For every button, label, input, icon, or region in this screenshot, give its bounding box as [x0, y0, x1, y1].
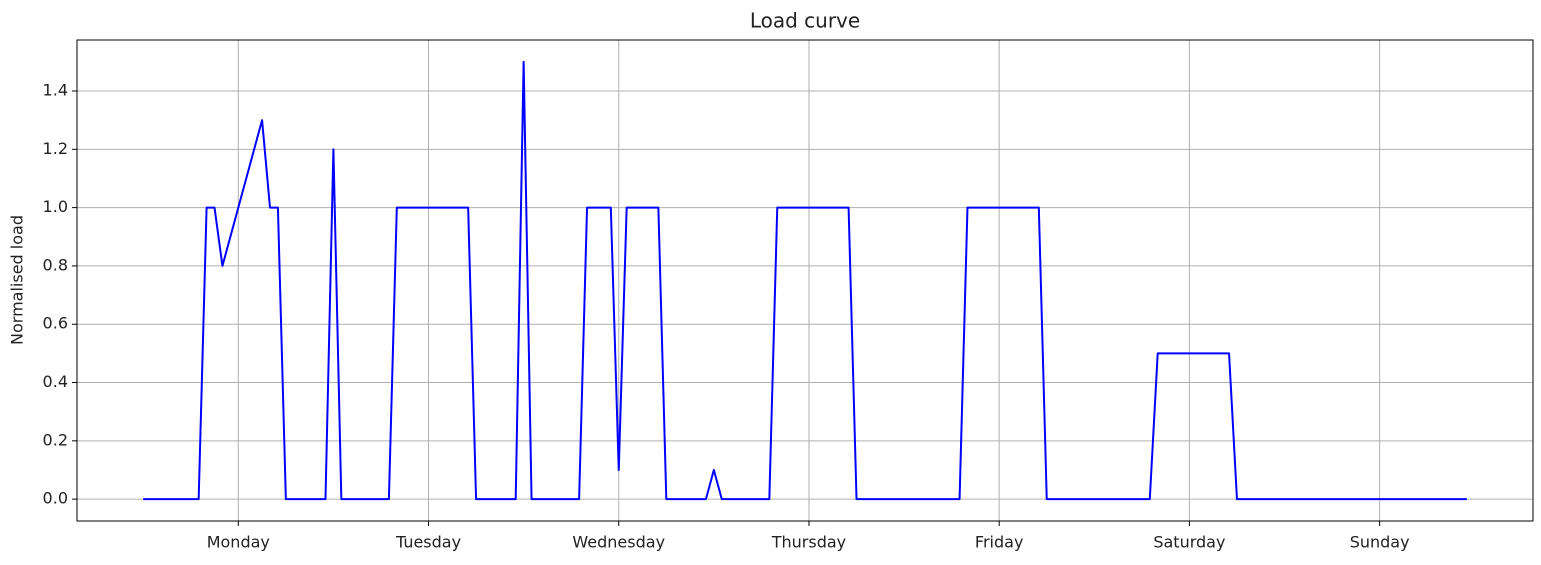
x-tick-label: Monday — [207, 533, 270, 552]
y-tick-label: 0.0 — [43, 489, 68, 508]
chart-title: Load curve — [750, 9, 860, 33]
plot-frame — [76, 39, 1534, 522]
x-tick-label: Thursday — [771, 533, 846, 552]
y-tick-label: 0.4 — [43, 372, 68, 391]
y-tick-label: 0.6 — [43, 314, 68, 333]
x-tick-label: Tuesday — [395, 533, 461, 552]
y-tick-label: 0.2 — [43, 430, 68, 449]
y-tick-label: 1.4 — [43, 81, 68, 100]
x-tick-label: Saturday — [1153, 533, 1225, 552]
load-line — [143, 60, 1467, 501]
y-tick-label: 1.0 — [43, 197, 68, 216]
x-tick-label: Wednesday — [572, 533, 665, 552]
x-tick-label: Friday — [975, 533, 1024, 552]
x-tick-label: Sunday — [1350, 533, 1410, 552]
y-axis-label: Normalised load — [8, 215, 27, 345]
y-tick-label: 0.8 — [43, 255, 68, 274]
y-tick-label: 1.2 — [43, 139, 68, 158]
